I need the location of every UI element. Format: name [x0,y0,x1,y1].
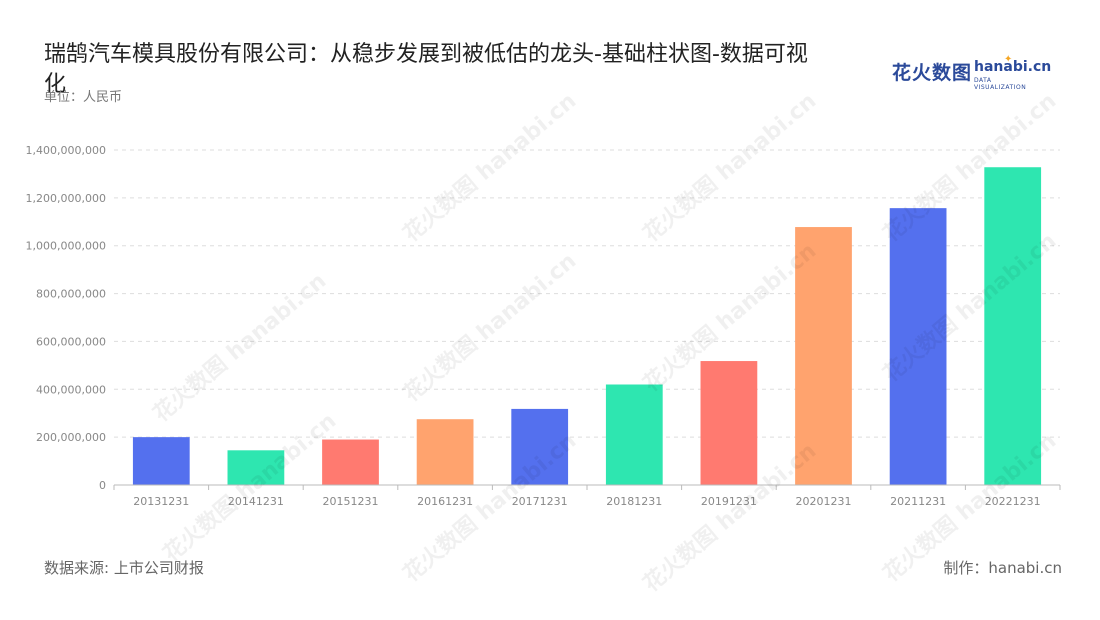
bar [511,408,569,485]
spark-icon: ✦ [1004,54,1013,65]
chart-title: 瑞鹄汽车模具股份有限公司：从稳步发展到被低估的龙头-基础柱状图-数据可视化 [44,42,808,97]
x-tick-label: 20131231 [133,495,189,508]
x-tick-label: 20171231 [512,495,568,508]
x-tick-label: 20201231 [796,495,852,508]
brand-logo: 花火数图 hanabi.cn DATA VISUALIZATION ✦ [892,54,1051,91]
x-tick-label: 20151231 [323,495,379,508]
x-tick-label: 20141231 [228,495,284,508]
y-tick-label: 800,000,000 [36,288,106,301]
bar [700,361,758,485]
bar [889,208,947,485]
logo-text-cn: 花火数图 [892,62,973,84]
y-tick-label: 400,000,000 [36,383,106,396]
logo-subtext: DATA VISUALIZATION [974,77,1027,91]
bar [322,439,379,485]
x-tick-label: 20221231 [985,495,1041,508]
bar [984,167,1042,485]
x-tick-label: 20181231 [606,495,662,508]
y-tick-label: 0 [99,479,106,492]
y-tick-label: 1,200,000,000 [26,192,106,205]
x-tick-label: 20191231 [701,495,757,508]
maker-credit: 制作：hanabi.cn [943,559,1062,577]
y-tick-label: 200,000,000 [36,431,106,444]
bar [227,450,285,485]
data-source: 数据来源: 上市公司财报 [44,559,204,577]
x-tick-label: 20161231 [417,495,473,508]
bars [132,167,1042,486]
x-tick-label: 20211231 [890,495,946,508]
bar [416,419,474,485]
unit-label: 单位：人民币 [44,90,123,105]
bar [605,384,663,485]
x-axis: 20131231 20141231 20151231 20161231 20171231… [113,484,1061,508]
y-tick-label: 1,400,000,000 [26,144,106,157]
bar [132,437,190,485]
y-axis: 0 200,000,000 400,000,000 600,000,000 800,00… [26,144,106,492]
y-tick-label: 1,000,000,000 [26,240,106,253]
bar [795,227,852,486]
logo-text-en: hanabi.cn [974,59,1052,75]
grid-lines [114,149,1060,438]
y-tick-label: 600,000,000 [36,335,106,348]
